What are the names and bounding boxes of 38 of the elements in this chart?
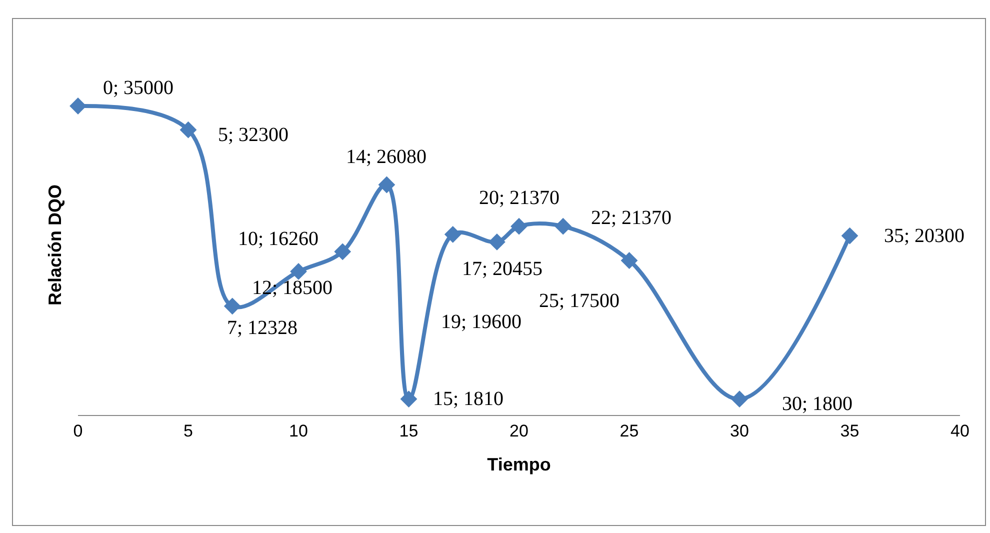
- point: [444, 226, 462, 243]
- x-tick-label: 35: [840, 421, 860, 440]
- point: [378, 176, 396, 194]
- data-label: 25; 17500: [539, 290, 620, 312]
- point: [554, 218, 572, 235]
- y-axis-title: Relación DQO: [45, 184, 66, 306]
- x-tick-label: 10: [289, 421, 308, 440]
- point: [841, 227, 858, 244]
- point: [334, 243, 352, 260]
- data-label: 35; 20300: [884, 225, 965, 247]
- x-tick-label: 15: [399, 421, 418, 440]
- data-label: 30; 1800: [782, 393, 853, 415]
- data-label: 22; 21370: [591, 207, 672, 229]
- data-label: 0; 35000: [103, 77, 174, 99]
- x-tick-label: 40: [950, 421, 970, 440]
- point: [488, 234, 506, 250]
- x-tick-label: 25: [620, 421, 639, 440]
- data-label: 10; 16260: [238, 228, 319, 250]
- x-tick-label: 20: [510, 421, 528, 440]
- point: [224, 298, 241, 315]
- point: [620, 252, 638, 269]
- data-label: 7; 12328: [227, 317, 298, 339]
- data-label: 14; 26080: [346, 146, 427, 168]
- data-label: 19; 19600: [441, 311, 522, 333]
- data-label: 20; 21370: [479, 187, 560, 209]
- point: [290, 263, 307, 280]
- x-tick-label: 5: [184, 421, 193, 440]
- data-label: 17; 20455: [462, 258, 543, 280]
- point: [70, 98, 86, 114]
- x-tick-label: 0: [73, 421, 83, 440]
- data-label: 15; 1810: [433, 388, 504, 410]
- point: [731, 390, 748, 408]
- x-tick-label: 30: [730, 421, 749, 440]
- point: [400, 390, 418, 408]
- point: [510, 218, 528, 235]
- point: [180, 121, 197, 138]
- data-label: 5; 32300: [218, 124, 289, 146]
- x-axis-title: Tiempo: [487, 454, 551, 474]
